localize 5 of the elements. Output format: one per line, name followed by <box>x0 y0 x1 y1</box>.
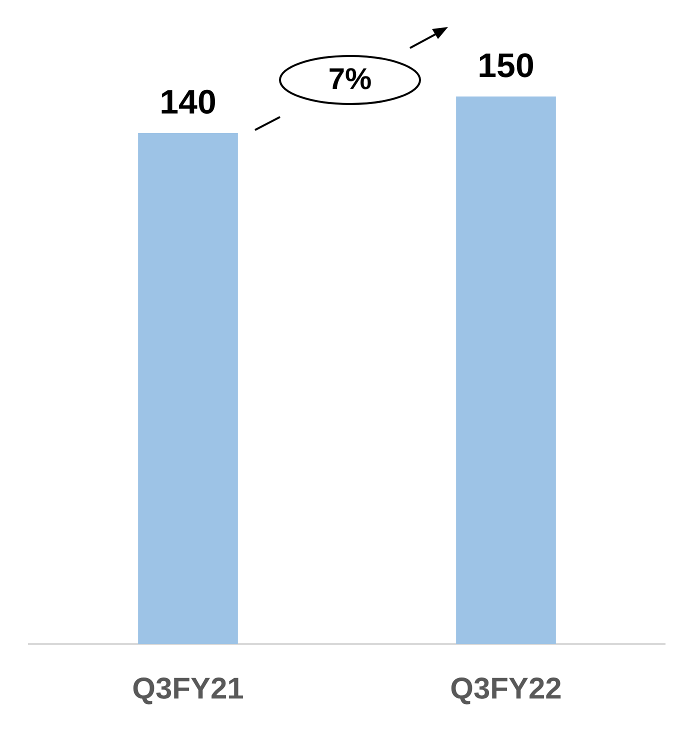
data-label: 140 <box>160 83 216 122</box>
x-tick-label: Q3FY22 <box>450 672 562 706</box>
text: 7% <box>327 62 373 98</box>
x-tick-label: Q3FY21 <box>132 672 244 706</box>
data-label: 150 <box>478 46 534 85</box>
